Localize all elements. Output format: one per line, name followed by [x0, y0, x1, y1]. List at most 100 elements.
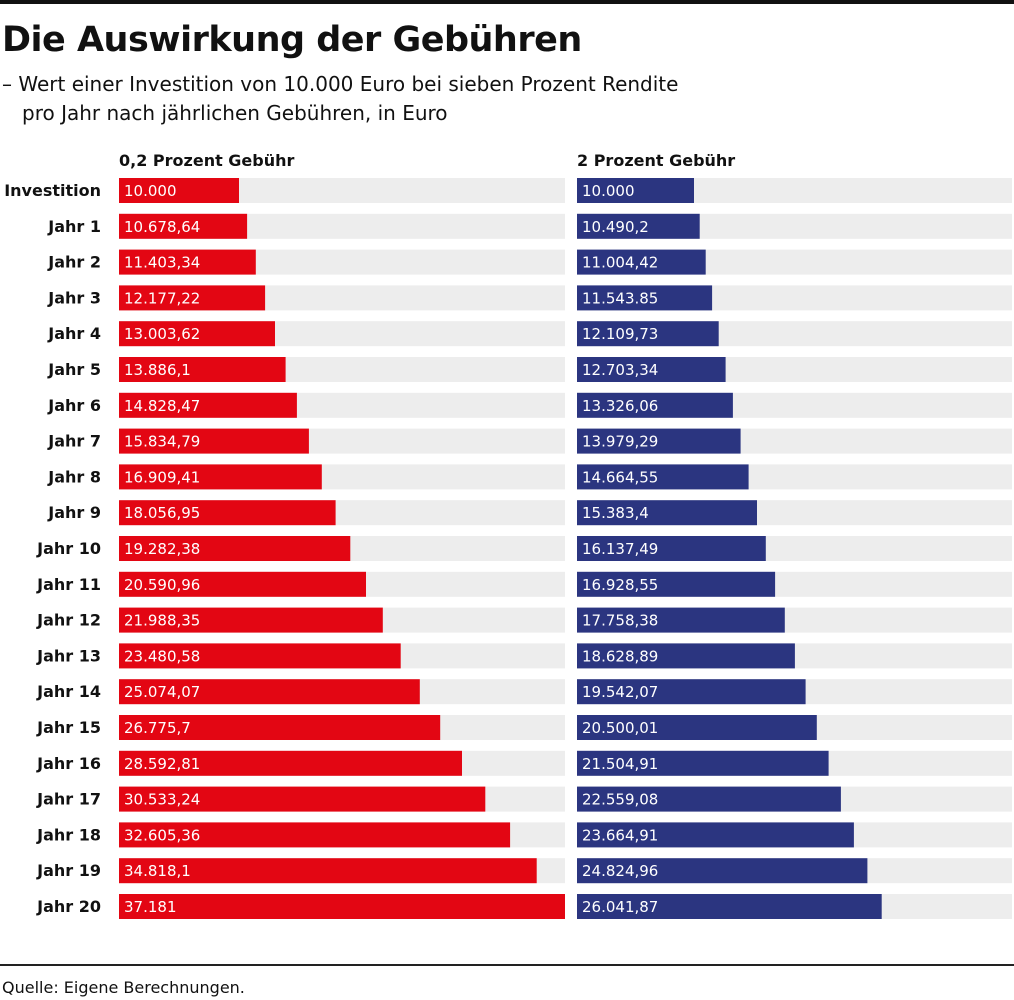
bar-fee-2: [577, 285, 713, 311]
series-header-blue: 2 Prozent Gebühr: [577, 151, 736, 170]
bar-value-label: 28.592,81: [124, 755, 200, 773]
bar-value-label: 11.004,42: [582, 254, 658, 272]
bar-value-label: 23.480,58: [124, 647, 200, 665]
category-label: Jahr 7: [47, 432, 101, 451]
bar-fee-0-2: [119, 178, 239, 203]
bar-value-label: 12.109,73: [582, 325, 658, 343]
bar-fee-0-2: [119, 715, 441, 740]
bar-fee-0-2: [119, 536, 351, 561]
bar-fee-0-2: [119, 607, 383, 633]
bar-value-label: 16.909,41: [124, 468, 200, 486]
bar-fee-2: [577, 357, 726, 382]
series-header-red: 0,2 Prozent Gebühr: [119, 151, 295, 170]
bar-value-label: 32.605,36: [124, 826, 200, 844]
bottom-rule: [0, 964, 1014, 966]
bar-value-label: 34.818,1: [124, 862, 191, 880]
bar-value-label: 14.664,55: [582, 468, 658, 486]
bar-fee-2: [577, 500, 757, 526]
bar-value-label: 11.403,34: [124, 254, 200, 272]
bar-value-label: 15.834,79: [124, 433, 200, 451]
bar-fee-0-2: [119, 249, 256, 275]
subtitle-line-2: pro Jahr nach jährlichen Gebühren, in Eu…: [22, 101, 448, 125]
bar-value-label: 12.177,22: [124, 289, 200, 307]
bar-value-label: 11.543.85: [582, 289, 658, 307]
bar-value-label: 16.928,55: [582, 576, 658, 594]
category-label: Jahr 3: [47, 288, 101, 307]
category-label: Jahr 5: [47, 360, 101, 379]
bar-value-label: 17.758,38: [582, 612, 658, 630]
bar-fee-2: [577, 715, 817, 740]
bar-fee-2: [577, 213, 700, 239]
bar-fee-2: [577, 571, 776, 597]
bar-fee-0-2: [119, 750, 462, 776]
bar-fee-0-2: [119, 786, 486, 812]
bar-fee-2: [577, 428, 741, 454]
category-label: Jahr 15: [36, 718, 101, 737]
bar-value-label: 10.000: [582, 182, 635, 200]
bar-value-label: 10.678,64: [124, 218, 200, 236]
bar-chart: Investition 10.000 10.000 Jahr 1 10.678,64 10…: [4, 178, 1012, 919]
bar-value-label: 10.490,2: [582, 218, 649, 236]
bar-fee-2: [577, 786, 841, 812]
bar-fee-2: [577, 858, 868, 884]
category-label: Jahr 12: [36, 611, 101, 630]
bar-value-label: 13.326,06: [582, 397, 658, 415]
bar-value-label: 18.628,89: [582, 647, 658, 665]
bar-value-label: 10.000: [124, 182, 177, 200]
bar-fee-2: [577, 643, 795, 669]
bar-fee-0-2: [119, 679, 420, 705]
bar-fee-0-2: [119, 500, 336, 526]
bar-value-label: 21.988,35: [124, 612, 200, 630]
category-label: Jahr 8: [47, 467, 101, 486]
bar-value-label: 13.003,62: [124, 325, 200, 343]
bar-value-label: 19.542,07: [582, 683, 658, 701]
bar-fee-2: [577, 536, 766, 561]
bar-value-label: 16.137,49: [582, 540, 658, 558]
bar-value-label: 13.979,29: [582, 433, 658, 451]
chart-title: Die Auswirkung der Gebühren: [2, 20, 582, 60]
bar-fee-0-2: [119, 858, 537, 884]
bar-fee-2: [577, 607, 785, 633]
bar-fee-2: [577, 464, 749, 490]
bar-fee-2: [577, 392, 733, 418]
bar-fee-2: [577, 750, 829, 776]
category-label: Investition: [4, 181, 101, 200]
category-label: Jahr 6: [47, 396, 101, 415]
bar-value-label: 21.504,91: [582, 755, 658, 773]
category-label: Jahr 16: [36, 754, 101, 773]
bar-value-label: 23.664,91: [582, 826, 658, 844]
category-label: Jahr 13: [36, 646, 101, 665]
bar-fee-0-2: [119, 822, 511, 848]
chart-subtitle: – Wert einer Investition von 10.000 Euro…: [2, 70, 678, 128]
bar-value-label: 19.282,38: [124, 540, 200, 558]
bar-fee-2: [577, 822, 854, 848]
bar-value-label: 12.703,34: [582, 361, 658, 379]
bar-fee-2: [577, 679, 806, 705]
category-label: Jahr 1: [47, 217, 101, 236]
category-label: Jahr 9: [47, 503, 101, 522]
bar-fee-0-2: [119, 392, 297, 418]
category-label: Jahr 14: [36, 682, 101, 701]
bar-fee-0-2: [119, 643, 401, 669]
bar-fee-2: [577, 894, 882, 919]
category-label: Jahr 18: [36, 825, 101, 844]
category-label: Jahr 4: [47, 324, 101, 343]
bar-value-label: 37.181: [124, 898, 177, 916]
bar-fee-0-2: [119, 428, 309, 454]
bar-value-label: 22.559,08: [582, 791, 658, 809]
bar-value-label: 18.056,95: [124, 504, 200, 522]
bar-value-label: 26.775,7: [124, 719, 191, 737]
bar-fee-0-2: [119, 894, 565, 919]
bar-value-label: 20.590,96: [124, 576, 200, 594]
bar-value-label: 25.074,07: [124, 683, 200, 701]
bar-fee-2: [577, 249, 706, 275]
category-label: Jahr 2: [47, 253, 101, 272]
category-label: Jahr 20: [36, 897, 101, 916]
bar-fee-0-2: [119, 321, 275, 347]
bar-value-label: 14.828,47: [124, 397, 200, 415]
subtitle-line-1: – Wert einer Investition von 10.000 Euro…: [2, 72, 679, 96]
bar-fee-2: [577, 178, 694, 203]
bar-value-label: 26.041,87: [582, 898, 658, 916]
bar-value-label: 15.383,4: [582, 504, 649, 522]
bar-value-label: 13.886,1: [124, 361, 191, 379]
